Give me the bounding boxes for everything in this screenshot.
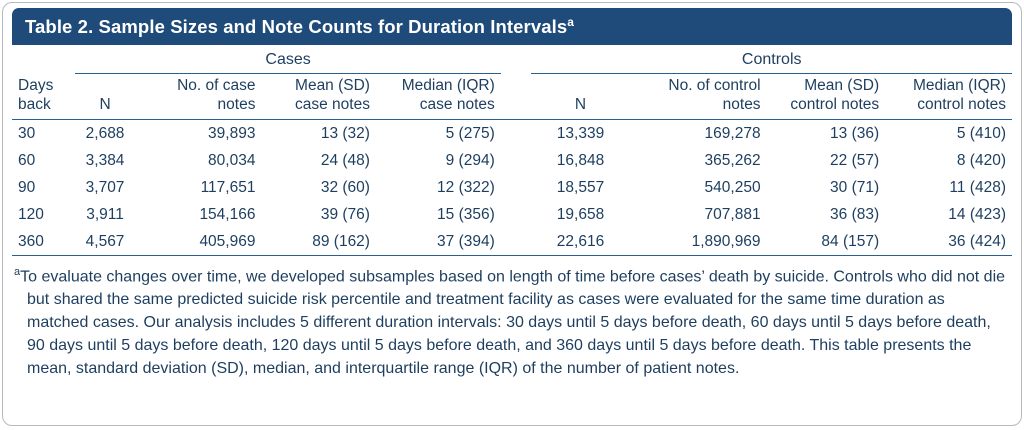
table-row: 360 4,567 405,969 89 (162) 37 (394) 22,6… — [12, 227, 1012, 256]
spacer-cell — [501, 147, 532, 174]
cell-cases-n: 3,911 — [86, 205, 124, 223]
group-header-cases: Cases — [75, 48, 501, 74]
spacer-cell — [501, 174, 532, 201]
cell-mean-sd-control-notes: 22 (57) — [830, 151, 880, 169]
spacer-cell — [500, 73, 532, 120]
column-header-median-iqr-control-notes: Median (IQR) control notes — [885, 73, 1012, 120]
table-row: 120 3,911 154,166 39 (76) 15 (356) 19,65… — [12, 201, 1012, 228]
column-header-days-back: Days back — [12, 73, 76, 120]
cell-cases-n: 4,567 — [75, 227, 135, 256]
cell-controls-n: 19,658 — [556, 205, 605, 223]
cell-mean-sd-case-notes: 32 (60) — [320, 178, 370, 196]
column-header-cases-n: N — [75, 73, 135, 120]
cell-controls-n: 13,339 — [556, 124, 605, 142]
cell-cases-n: 3,707 — [85, 178, 125, 196]
cell-mean-sd-case-notes: 89 (162) — [261, 227, 376, 256]
cell-median-iqr-case-notes: 15 (356) — [437, 205, 495, 223]
column-header-controls-n: N — [531, 73, 630, 120]
cell-control-notes: 365,262 — [704, 151, 761, 169]
column-header-median-iqr-case-notes: Median (IQR) case notes — [375, 73, 501, 120]
cell-median-iqr-control-notes: 14 (423) — [948, 205, 1006, 223]
column-header-control-notes: No. of control notes — [629, 73, 767, 120]
cell-mean-sd-case-notes: 24 (48) — [320, 151, 370, 169]
cell-cases-n: 2,688 — [85, 124, 125, 142]
table-footnote: aTo evaluate changes over time, we devel… — [14, 265, 1010, 381]
cell-mean-sd-case-notes: 13 (32) — [320, 124, 370, 142]
cell-days-back: 90 — [18, 178, 36, 196]
spacer-cell — [501, 201, 532, 228]
table-row: 30 2,688 39,893 13 (32) 5 (275) 13,339 1… — [12, 119, 1012, 147]
cell-days-back: 30 — [18, 124, 36, 142]
cell-cases-n: 3,384 — [85, 151, 125, 169]
cell-controls-n: 22,616 — [531, 227, 630, 256]
cell-days-back: 120 — [18, 205, 44, 223]
table-row: 90 3,707 117,651 32 (60) 12 (322) 18,557… — [12, 174, 1012, 201]
cell-median-iqr-control-notes: 8 (420) — [956, 151, 1006, 169]
group-header-controls: Controls — [531, 48, 1012, 74]
cell-control-notes: 169,278 — [704, 124, 761, 142]
table-title: Table 2. Sample Sizes and Note Counts fo… — [25, 14, 575, 37]
cell-control-notes: 1,890,969 — [629, 227, 767, 256]
cell-mean-sd-control-notes: 36 (83) — [830, 205, 880, 223]
table-title-bar: Table 2. Sample Sizes and Note Counts fo… — [12, 8, 1012, 45]
title-footnote-marker: a — [567, 14, 575, 29]
table-row: 60 3,384 80,034 24 (48) 9 (294) 16,848 3… — [12, 147, 1012, 174]
spacer-cell — [500, 227, 532, 256]
cell-median-iqr-control-notes: 11 (428) — [949, 178, 1006, 196]
cell-mean-sd-control-notes: 30 (71) — [830, 178, 880, 196]
cell-median-iqr-case-notes: 12 (322) — [437, 178, 495, 196]
cell-case-notes: 154,166 — [199, 205, 256, 223]
cell-median-iqr-control-notes: 36 (424) — [885, 227, 1012, 256]
corner-cell — [12, 48, 75, 74]
cell-controls-n: 18,557 — [556, 178, 605, 196]
cell-median-iqr-control-notes: 5 (410) — [956, 124, 1006, 142]
cell-median-iqr-case-notes: 5 (275) — [445, 124, 495, 142]
cell-median-iqr-case-notes: 37 (394) — [375, 227, 501, 256]
column-header-mean-sd-case-notes: Mean (SD) case notes — [261, 73, 376, 120]
cell-case-notes: 117,651 — [200, 178, 256, 196]
data-table: Cases Controls Days back N No. of case n… — [12, 48, 1012, 256]
cell-case-notes: 405,969 — [134, 227, 262, 256]
column-header-row: Days back N No. of case notes Mean (SD) … — [12, 73, 1012, 120]
column-header-case-notes: No. of case notes — [134, 73, 262, 120]
cell-mean-sd-control-notes: 13 (36) — [830, 124, 880, 142]
cell-case-notes: 39,893 — [208, 124, 256, 142]
cell-control-notes: 540,250 — [704, 178, 761, 196]
cell-controls-n: 16,848 — [556, 151, 605, 169]
spacer-cell — [501, 119, 532, 147]
footnote-marker: a — [14, 265, 21, 278]
cell-days-back: 360 — [12, 227, 76, 256]
cell-mean-sd-case-notes: 39 (76) — [320, 205, 370, 223]
spacer-cell — [501, 48, 532, 74]
cell-days-back: 60 — [18, 151, 36, 169]
footnote-text: To evaluate changes over time, we develo… — [20, 268, 1006, 377]
cell-control-notes: 707,881 — [704, 205, 761, 223]
cell-mean-sd-control-notes: 84 (157) — [766, 227, 886, 256]
cell-median-iqr-case-notes: 9 (294) — [445, 151, 495, 169]
cell-case-notes: 80,034 — [208, 151, 256, 169]
group-header-row: Cases Controls — [12, 48, 1012, 74]
column-header-mean-sd-control-notes: Mean (SD) control notes — [766, 73, 886, 120]
